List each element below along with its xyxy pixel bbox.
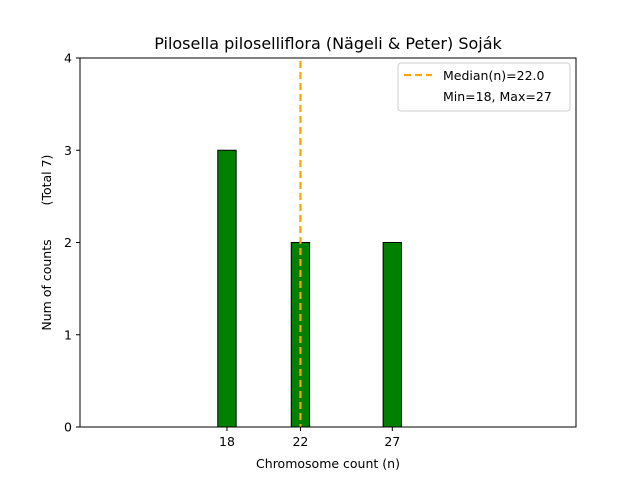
bar-27	[382, 242, 402, 428]
x-axis-label: Chromosome count (n)	[256, 456, 400, 471]
legend-box	[397, 62, 571, 112]
y-tick-label-4: 4	[64, 51, 72, 66]
chart-title: Pilosella piloselliflora (Nägeli & Peter…	[154, 34, 502, 53]
legend-entry-min-max: Min=18, Max=27	[443, 89, 552, 104]
y-tick-label-0: 0	[64, 420, 72, 435]
y-tick-label-3: 3	[64, 143, 72, 158]
y-tick-label-1: 1	[64, 327, 72, 342]
legend-entry-median: Median(n)=22.0	[443, 68, 544, 83]
bars-group	[217, 149, 402, 428]
x-ticks-group: 18 22 27	[219, 427, 400, 449]
bar-18	[217, 149, 237, 428]
x-tick-label-27: 27	[384, 434, 400, 449]
x-tick-label-22: 22	[292, 434, 308, 449]
y-tick-label-2: 2	[64, 235, 72, 250]
y-axis-label: Num of counts	[39, 239, 54, 330]
legend: Median(n)=22.0 Min=18, Max=27	[397, 62, 571, 112]
y-axis-total-label: (Total 7)	[39, 155, 54, 206]
y-ticks-group: 0 1 2 3 4	[64, 51, 80, 435]
x-tick-label-18: 18	[219, 434, 235, 449]
